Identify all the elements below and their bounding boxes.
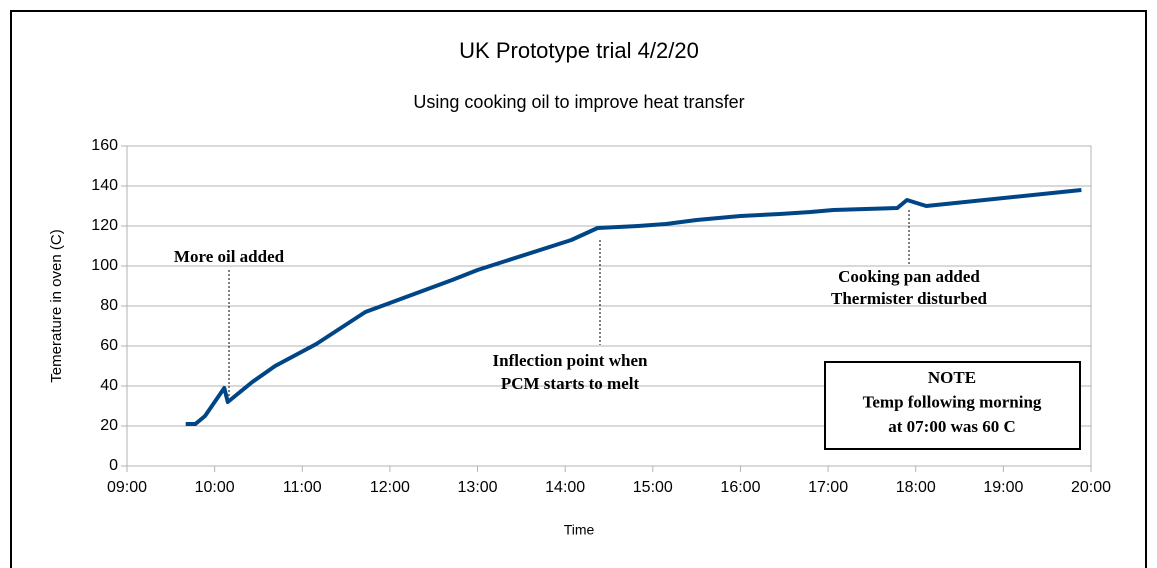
y-tick-label: 60	[100, 337, 118, 354]
annotation-text: Cooking pan added	[838, 267, 980, 286]
x-tick-label: 20:00	[1071, 479, 1111, 496]
note-text: Temp following morning	[863, 392, 1042, 411]
y-tick-label: 120	[91, 217, 118, 234]
x-tick-label: 13:00	[458, 479, 498, 496]
y-tick-label: 160	[91, 137, 118, 154]
note-text: NOTE	[928, 368, 976, 387]
y-tick-label: 80	[100, 297, 118, 314]
frame	[10, 10, 1147, 568]
y-tick-label: 140	[91, 177, 118, 194]
x-tick-label: 09:00	[107, 479, 147, 496]
y-tick-label: 0	[109, 457, 118, 474]
x-axis-label: Time	[564, 522, 595, 538]
x-tick-label: 12:00	[370, 479, 410, 496]
plot-border	[126, 145, 1092, 467]
x-tick-label: 17:00	[808, 479, 848, 496]
x-tick-label: 10:00	[195, 479, 235, 496]
x-tick-label: 18:00	[896, 479, 936, 496]
x-tick-label: 11:00	[283, 479, 322, 496]
x-tick-label: 15:00	[633, 479, 673, 496]
y-tick-label: 100	[91, 257, 118, 274]
x-tick-label: 19:00	[983, 479, 1023, 496]
y-tick-label: 20	[100, 417, 118, 434]
annotation-text: PCM starts to melt	[501, 374, 640, 393]
x-tick-label: 14:00	[545, 479, 585, 496]
data-line	[185, 188, 1082, 426]
x-tick-label: 16:00	[720, 479, 760, 496]
chart-title: UK Prototype trial 4/2/20	[459, 38, 699, 63]
y-tick-label: 40	[100, 377, 118, 394]
note-box	[824, 361, 1081, 450]
annotation-text: More oil added	[174, 247, 285, 266]
chart-subtitle: Using cooking oil to improve heat transf…	[413, 92, 744, 112]
note-text: at 07:00 was 60 C	[888, 417, 1016, 436]
annotation-text: Thermister disturbed	[831, 289, 988, 308]
y-axis-label: Temerature in oven (C)	[48, 229, 65, 382]
annotation-text: Inflection point when	[493, 351, 648, 370]
